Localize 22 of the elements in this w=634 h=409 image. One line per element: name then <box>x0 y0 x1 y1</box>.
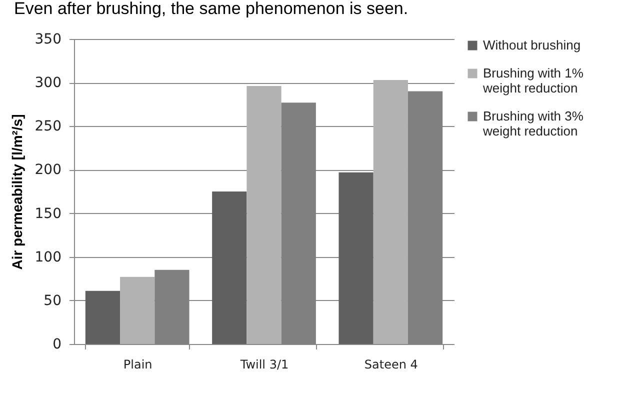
y-tick-label: 0 <box>52 336 62 352</box>
y-tick-label: 200 <box>34 162 62 178</box>
y-tick-label: 50 <box>44 292 62 309</box>
x-tick-label: Plain <box>123 358 152 372</box>
bar <box>85 290 120 344</box>
bar <box>212 192 247 344</box>
bar <box>246 86 282 344</box>
y-tick-label: 350 <box>34 32 62 48</box>
y-tick-label: 300 <box>34 75 62 92</box>
x-tick-label: Twill 3/1 <box>239 358 289 372</box>
y-tick-label: 100 <box>34 249 62 266</box>
legend-label: Brushing with 1% weight reduction <box>482 66 584 96</box>
y-tick-label: 250 <box>34 118 62 135</box>
x-tick-label: Sateen 4 <box>364 358 418 372</box>
chart-title: Even after brushing, the same phenomenon is seen. <box>14 0 408 18</box>
bar <box>338 172 374 344</box>
legend-label: Without brushing <box>483 38 581 52</box>
y-axis-title: Air permeability [l/m²/s] <box>8 114 25 270</box>
y-tick-label: 150 <box>34 206 62 222</box>
bar <box>120 276 155 344</box>
legend-label: Brushing with 3% weight reduction <box>482 108 584 138</box>
bar <box>373 80 408 344</box>
